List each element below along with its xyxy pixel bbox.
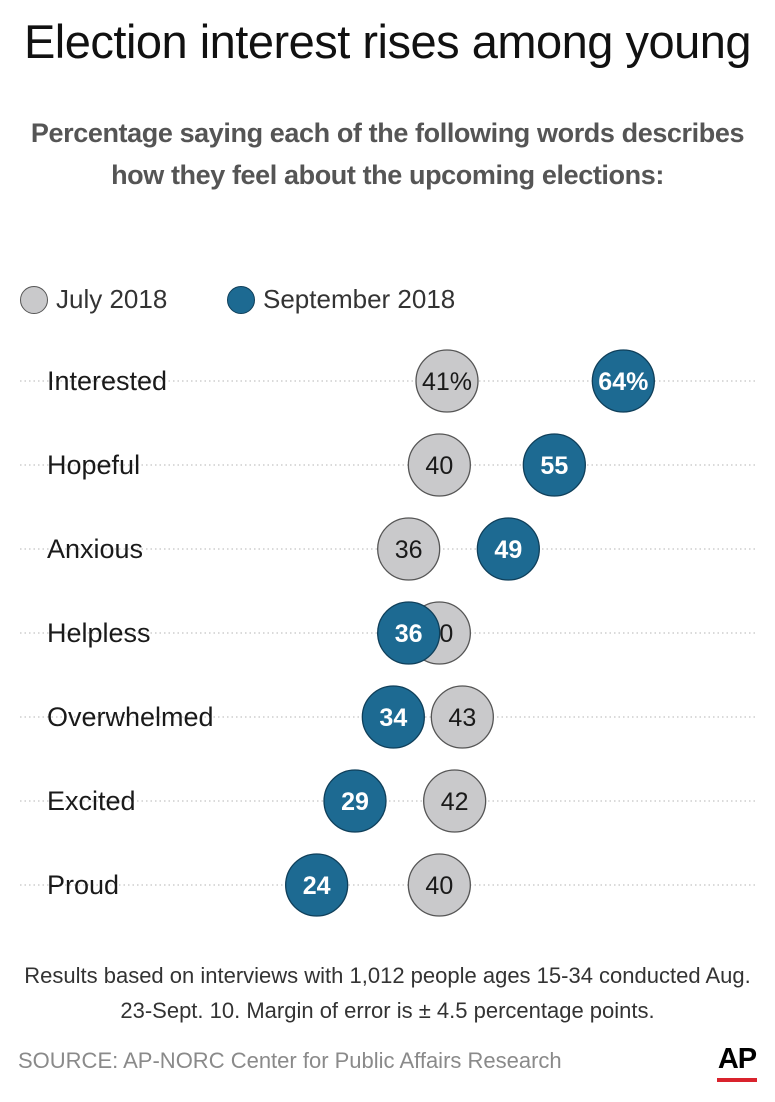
ap-logo-text: AP <box>717 1043 757 1075</box>
september-2018-dot <box>323 769 387 833</box>
september-2018-value-label: 29 <box>341 788 369 816</box>
blue-circle-icon <box>227 285 255 314</box>
category-label: Overwhelmed <box>47 702 214 732</box>
category-label: Excited <box>47 786 136 816</box>
july-2018-dot <box>407 433 471 497</box>
july-2018-value-label: 41% <box>422 368 472 396</box>
legend-item-september: September 2018 <box>227 284 455 315</box>
legend-item-july: July 2018 <box>20 284 167 315</box>
july-2018-value-label: 40 <box>425 872 453 900</box>
category-label: Anxious <box>47 534 143 564</box>
september-2018-dot <box>522 433 586 497</box>
category-label: Interested <box>47 366 167 396</box>
september-2018-dot <box>591 349 655 413</box>
chart-subtitle: Percentage saying each of the following … <box>30 118 745 190</box>
legend-label-july: July 2018 <box>56 284 168 314</box>
ap-logo-underline <box>717 1078 757 1082</box>
gray-circle-icon <box>20 285 48 314</box>
july-2018-dot <box>423 769 487 833</box>
july-2018-dot <box>430 685 494 749</box>
category-label: Proud <box>47 870 119 900</box>
september-2018-value-label: 49 <box>494 536 522 564</box>
chart-title: Election interest rises among young <box>23 15 752 68</box>
september-2018-value-label: 34 <box>379 704 407 732</box>
september-2018-dot <box>285 853 349 917</box>
september-2018-dot <box>361 685 425 749</box>
july-2018-dot <box>377 517 441 581</box>
july-2018-value-label: 43 <box>448 704 476 732</box>
september-2018-dot <box>476 517 540 581</box>
category-label: Hopeful <box>47 450 140 480</box>
september-2018-value-label: 55 <box>540 452 568 480</box>
july-2018-dot <box>407 853 471 917</box>
july-2018-value-label: 36 <box>395 536 423 564</box>
july-2018-value-label: 40 <box>425 452 453 480</box>
category-label: Helpless <box>47 618 151 648</box>
ap-logo: AP <box>717 1042 757 1082</box>
september-2018-dot <box>377 601 441 665</box>
dot-plot: Interested Hopeful Anxious Helpless Overwhel… <box>20 349 755 917</box>
july-2018-value-label: 42 <box>441 788 469 816</box>
september-2018-value-label: 36 <box>395 620 423 648</box>
legend-label-september: September 2018 <box>263 284 456 314</box>
september-2018-value-label: 24 <box>303 872 331 900</box>
source-line: SOURCE: AP-NORC Center for Public Affair… <box>18 1048 562 1073</box>
july-2018-dot <box>415 349 479 413</box>
september-2018-value-label: 64% <box>598 368 648 396</box>
methodology-note: Results based on interviews with 1,012 p… <box>24 963 751 1023</box>
